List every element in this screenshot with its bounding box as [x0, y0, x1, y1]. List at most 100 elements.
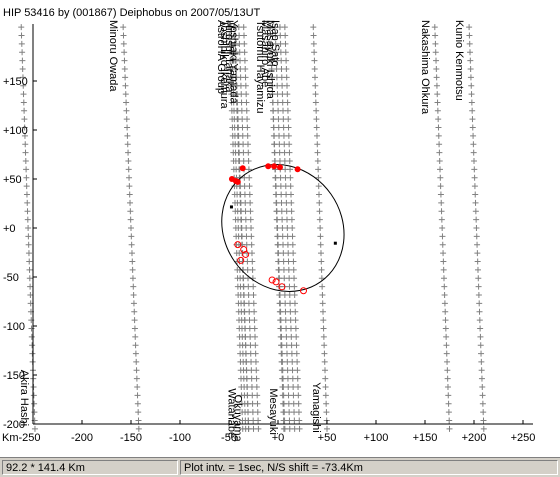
chord-mark — [237, 367, 244, 374]
chord-mark — [275, 266, 282, 273]
chord-mark — [134, 400, 141, 407]
chord-mark — [125, 166, 132, 173]
chord-mark — [311, 57, 318, 64]
chord-mark — [473, 225, 480, 231]
chord-mark — [235, 141, 242, 148]
chord-mark — [313, 132, 320, 139]
chord-mark — [128, 250, 135, 257]
chord-mark — [474, 266, 481, 273]
chord-mark — [284, 91, 291, 98]
chord-mark — [317, 241, 324, 248]
chord-mark — [443, 333, 450, 340]
disappearance-point — [239, 165, 246, 172]
chord-mark — [268, 49, 275, 56]
chord-mark — [319, 291, 326, 298]
chord-mark — [25, 225, 32, 231]
x-axis-label: Km-250 — [2, 432, 41, 444]
chord-mark — [323, 400, 330, 407]
chord-mark — [469, 116, 476, 123]
chord-mark — [127, 208, 134, 215]
chord-mark — [467, 65, 474, 72]
y-tick-label: -200 — [3, 419, 25, 431]
chord-mark — [276, 308, 283, 315]
chord-mark — [285, 124, 292, 131]
chord-mark — [121, 49, 128, 56]
chord-mark — [268, 65, 275, 72]
chord-mark — [239, 417, 246, 424]
chord-mark — [19, 57, 26, 64]
observer-label: Okuyama — [232, 395, 244, 443]
chord-mark — [235, 116, 242, 123]
observer-label: Nakashima Ohkura — [419, 20, 431, 115]
chord-mark — [130, 300, 137, 307]
chord-mark — [238, 375, 245, 382]
chord-mark — [232, 40, 239, 47]
observer-label: Tsutomu Hayamizu — [254, 20, 266, 114]
chord-mark — [123, 107, 130, 114]
chord-mark — [295, 409, 302, 416]
chord-mark — [226, 49, 233, 56]
observer-label: Isao Sato — [269, 20, 281, 66]
ellipse-marker — [229, 205, 233, 209]
chord-mark — [477, 325, 484, 332]
chord-mark — [23, 191, 30, 198]
chord-mark — [238, 384, 245, 391]
chord-mark — [473, 233, 480, 240]
x-tick-label: +0 — [272, 432, 285, 444]
chord-mark — [236, 342, 243, 349]
chord-mark — [271, 158, 278, 165]
chord-mark — [284, 99, 291, 106]
chord-mark — [234, 283, 241, 290]
chord-mark — [290, 266, 297, 273]
chord-mark — [277, 325, 284, 332]
chord-mark — [26, 258, 33, 265]
chord-mark — [271, 141, 278, 148]
chord-mark — [251, 317, 258, 324]
chord-mark — [127, 199, 134, 206]
reappearance-point — [299, 287, 307, 295]
chord-mark — [245, 409, 252, 416]
chord-mark — [273, 199, 280, 206]
chord-mark — [244, 392, 251, 399]
chord-mark — [243, 375, 250, 382]
chord-mark — [479, 384, 486, 391]
fitted-ellipse — [221, 164, 345, 292]
chord-mark — [273, 216, 280, 223]
chord-mark — [243, 350, 250, 357]
reappearance-point — [234, 241, 242, 249]
chord-mark — [31, 400, 38, 407]
chord-mark — [231, 24, 238, 31]
chord-mark — [234, 99, 241, 106]
chord-mark — [242, 65, 249, 72]
chord-mark — [246, 191, 253, 198]
chord-mark — [316, 216, 323, 223]
chord-mark — [234, 107, 241, 114]
chord-mark — [479, 400, 486, 407]
disappearance-point — [276, 164, 283, 171]
chord-mark — [123, 116, 130, 123]
chord-mark — [132, 342, 139, 349]
chord-mark — [284, 82, 291, 89]
chord-mark — [31, 425, 38, 432]
chord-mark — [23, 174, 30, 181]
chord-mark — [128, 225, 134, 231]
chord-mark — [324, 425, 330, 432]
chord-mark — [236, 317, 243, 324]
chord-mark — [437, 166, 444, 173]
chord-mark — [232, 32, 239, 39]
chord-mark — [274, 250, 281, 257]
chord-mark — [475, 291, 482, 298]
chord-kunio-kenmotsu — [466, 24, 487, 432]
chord-mark — [121, 57, 128, 64]
event-points — [228, 163, 307, 295]
chord-mark — [295, 384, 302, 391]
chord-mark — [245, 149, 252, 156]
chord-mark — [235, 291, 242, 298]
chord-mark — [468, 82, 475, 89]
chord-mark — [122, 74, 129, 81]
chord-mark — [21, 124, 28, 131]
chord-mark — [435, 124, 442, 131]
chord-mark — [433, 82, 440, 89]
chord-mark — [254, 392, 261, 399]
chord-mark — [227, 57, 234, 64]
